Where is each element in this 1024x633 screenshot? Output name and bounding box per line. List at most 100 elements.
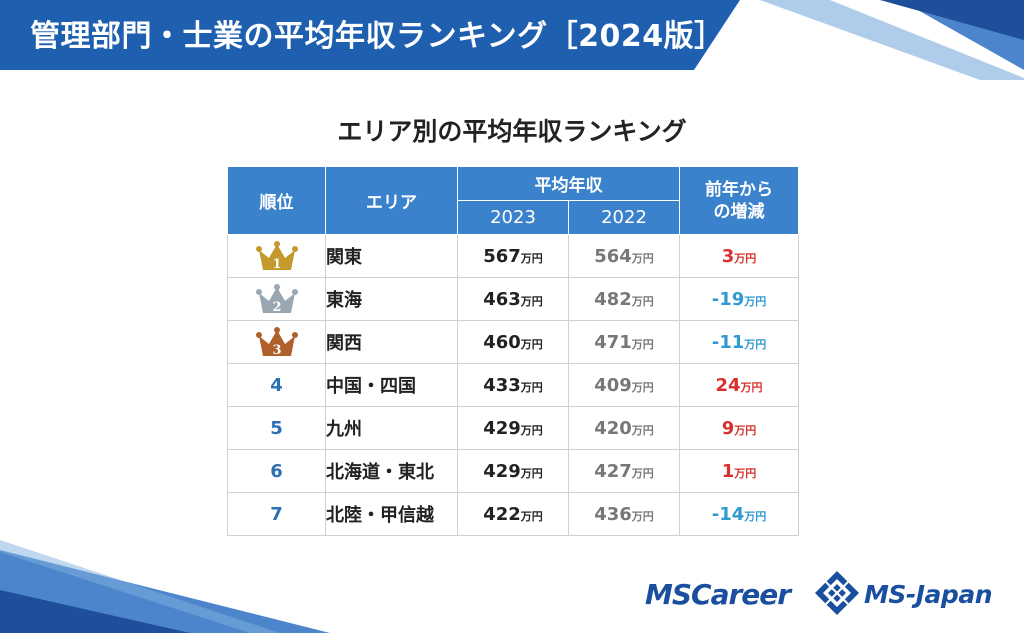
header-2023: 2023: [457, 200, 569, 235]
diff-cell: 3万円: [679, 234, 799, 278]
diff-cell-value: -14: [711, 503, 745, 525]
income-2022-cell: 427万円: [568, 449, 680, 493]
income-2023-cell: 460万円: [457, 320, 569, 364]
table-row: 3 関西 460万円 471万円 -11万円: [227, 320, 799, 364]
unit-label: 万円: [631, 294, 654, 308]
header-area: エリア: [325, 166, 458, 235]
table-row: 2 東海 463万円 482万円 -19万円: [227, 277, 799, 321]
unit-label: 万円: [734, 423, 757, 437]
silver-crown-icon: 2: [255, 284, 298, 315]
gold-crown-icon: 1: [255, 241, 298, 272]
header-2022: 2022: [568, 200, 680, 235]
rank-cell: 7: [227, 492, 326, 536]
income-2022-cell: 564万円: [568, 234, 680, 278]
area-cell: 関西: [325, 320, 458, 364]
crown-rank-number: 2: [272, 300, 281, 315]
unit-label: 万円: [520, 466, 543, 480]
diff-cell: 24万円: [679, 363, 799, 407]
unit-label: 万円: [631, 466, 654, 480]
bottom-left-decoration: [0, 540, 330, 633]
diff-cell-value: 9: [721, 417, 735, 439]
header-rank: 順位: [227, 166, 326, 235]
income-2023-cell-value: 422: [483, 503, 521, 525]
top-right-decoration: [760, 0, 1024, 80]
table-row: 6 北海道・東北 429万円 427万円 1万円: [227, 449, 799, 493]
unit-label: 万円: [740, 380, 763, 394]
income-2023-cell-value: 460: [483, 331, 521, 353]
diff-cell-value: 3: [721, 245, 735, 267]
income-2023-cell: 429万円: [457, 449, 569, 493]
unit-label: 万円: [744, 294, 767, 308]
income-2022-cell-value: 564: [594, 245, 632, 267]
diff-cell-value: -11: [711, 331, 745, 353]
unit-label: 万円: [631, 423, 654, 437]
table-row: 1 関東 567万円 564万円 3万円: [227, 234, 799, 278]
unit-label: 万円: [734, 251, 757, 265]
unit-label: 万円: [631, 337, 654, 351]
income-2022-cell: 420万円: [568, 406, 680, 450]
unit-label: 万円: [631, 251, 654, 265]
income-2023-cell-value: 429: [483, 460, 521, 482]
unit-label: 万円: [744, 509, 767, 523]
unit-label: 万円: [520, 380, 543, 394]
income-2023-cell-value: 429: [483, 417, 521, 439]
area-cell: 北陸・甲信越: [325, 492, 458, 536]
income-2022-cell: 436万円: [568, 492, 680, 536]
income-2023-cell: 429万円: [457, 406, 569, 450]
rank-cell: 6: [227, 449, 326, 493]
income-2022-cell-value: 471: [594, 331, 632, 353]
diff-cell: 1万円: [679, 449, 799, 493]
diff-cell: -19万円: [679, 277, 799, 321]
unit-label: 万円: [631, 380, 654, 394]
income-2022-cell-value: 420: [594, 417, 632, 439]
unit-label: 万円: [520, 337, 543, 351]
income-2023-cell: 433万円: [457, 363, 569, 407]
header-avg-income: 平均年収: [457, 166, 680, 201]
ms-japan-diamond-icon: [815, 571, 859, 615]
income-2023-cell-value: 433: [483, 374, 521, 396]
income-ranking-table: 順位 エリア 平均年収 前年からの増減 2023 2022 1 関東 567万円 56…: [227, 166, 799, 536]
income-2023-cell-value: 567: [483, 245, 521, 267]
income-2023-cell: 463万円: [457, 277, 569, 321]
rank-cell: 4: [227, 363, 326, 407]
area-cell: 中国・四国: [325, 363, 458, 407]
table-row: 5 九州 429万円 420万円 9万円: [227, 406, 799, 450]
table-row: 4 中国・四国 433万円 409万円 24万円: [227, 363, 799, 407]
diff-cell: -14万円: [679, 492, 799, 536]
area-cell: 北海道・東北: [325, 449, 458, 493]
diff-cell-value: -19: [711, 288, 745, 310]
unit-label: 万円: [520, 423, 543, 437]
unit-label: 万円: [520, 509, 543, 523]
rank-number: 7: [270, 503, 283, 525]
area-cell: 九州: [325, 406, 458, 450]
crown-rank-number: 3: [272, 343, 281, 358]
rank-number: 6: [270, 460, 283, 482]
income-2022-cell: 409万円: [568, 363, 680, 407]
diff-cell: 9万円: [679, 406, 799, 450]
table-row: 7 北陸・甲信越 422万円 436万円 -14万円: [227, 492, 799, 536]
diff-cell: -11万円: [679, 320, 799, 364]
ms-japan-logo: MS-Japan: [864, 580, 993, 609]
unit-label: 万円: [734, 466, 757, 480]
rank-cell: 2: [227, 277, 326, 321]
header-diff: 前年からの増減: [679, 166, 799, 235]
income-2023-cell: 422万円: [457, 492, 569, 536]
header-diff-label: 前年からの増減: [705, 179, 773, 222]
title-banner: [0, 0, 740, 70]
area-cell: 関東: [325, 234, 458, 278]
rank-cell: 3: [227, 320, 326, 364]
income-2022-cell: 471万円: [568, 320, 680, 364]
diff-cell-value: 1: [721, 460, 735, 482]
rank-number: 4: [270, 374, 283, 396]
page-title: 管理部門・士業の平均年収ランキング［2024版］: [30, 19, 725, 54]
unit-label: 万円: [520, 251, 543, 265]
income-2022-cell-value: 482: [594, 288, 632, 310]
income-2023-cell: 567万円: [457, 234, 569, 278]
income-2023-cell-value: 463: [483, 288, 521, 310]
income-2022-cell-value: 427: [594, 460, 632, 482]
bronze-crown-icon: 3: [255, 327, 298, 358]
crown-rank-number: 1: [272, 257, 281, 272]
unit-label: 万円: [631, 509, 654, 523]
diff-cell-value: 24: [715, 374, 741, 396]
unit-label: 万円: [744, 337, 767, 351]
